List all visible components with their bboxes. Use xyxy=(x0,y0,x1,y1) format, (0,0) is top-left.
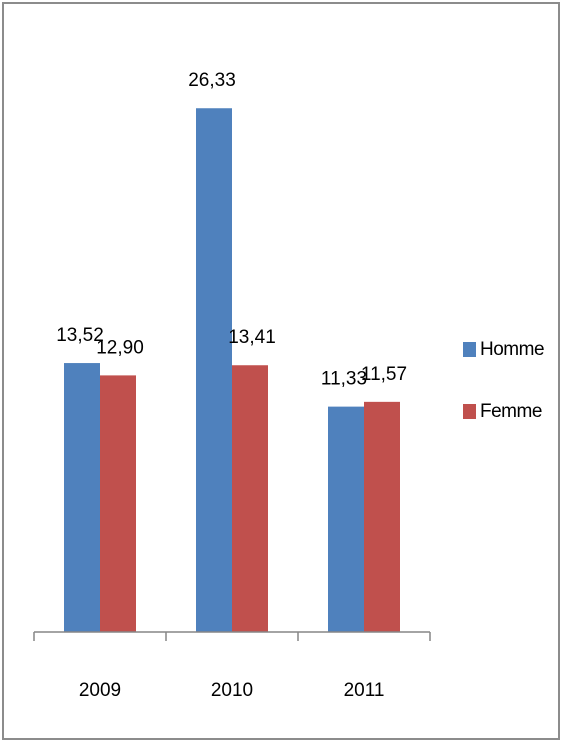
category-label-2011: 2011 xyxy=(344,680,385,701)
category-label-2009: 2009 xyxy=(79,680,121,701)
category-labels-group: 2009 2010 2011 xyxy=(79,680,385,701)
category-label-2010: 2010 xyxy=(211,680,253,701)
bar-homme-2011 xyxy=(328,406,364,632)
legend-swatch-homme xyxy=(463,342,476,357)
data-label-homme-2009: 13,52 xyxy=(56,325,104,346)
bar-femme-2009 xyxy=(100,375,136,632)
legend-label-homme: Homme xyxy=(480,339,545,360)
bar-homme-2010 xyxy=(196,108,232,633)
data-label-homme-2010: 26,33 xyxy=(188,70,236,91)
data-label-femme-2011: 11,57 xyxy=(361,364,407,385)
bar-homme-2009 xyxy=(64,363,100,632)
legend-label-femme: Femme xyxy=(480,401,542,422)
x-axis xyxy=(33,631,431,641)
legend-swatch-femme xyxy=(463,404,476,419)
bar-femme-2010 xyxy=(232,365,268,632)
bar-femme-2011 xyxy=(364,401,400,632)
bars-group xyxy=(64,108,400,633)
data-label-femme-2010: 13,41 xyxy=(228,327,276,348)
data-label-homme-2011: 11,33 xyxy=(321,369,367,390)
data-label-femme-2009: 12,90 xyxy=(96,337,144,358)
